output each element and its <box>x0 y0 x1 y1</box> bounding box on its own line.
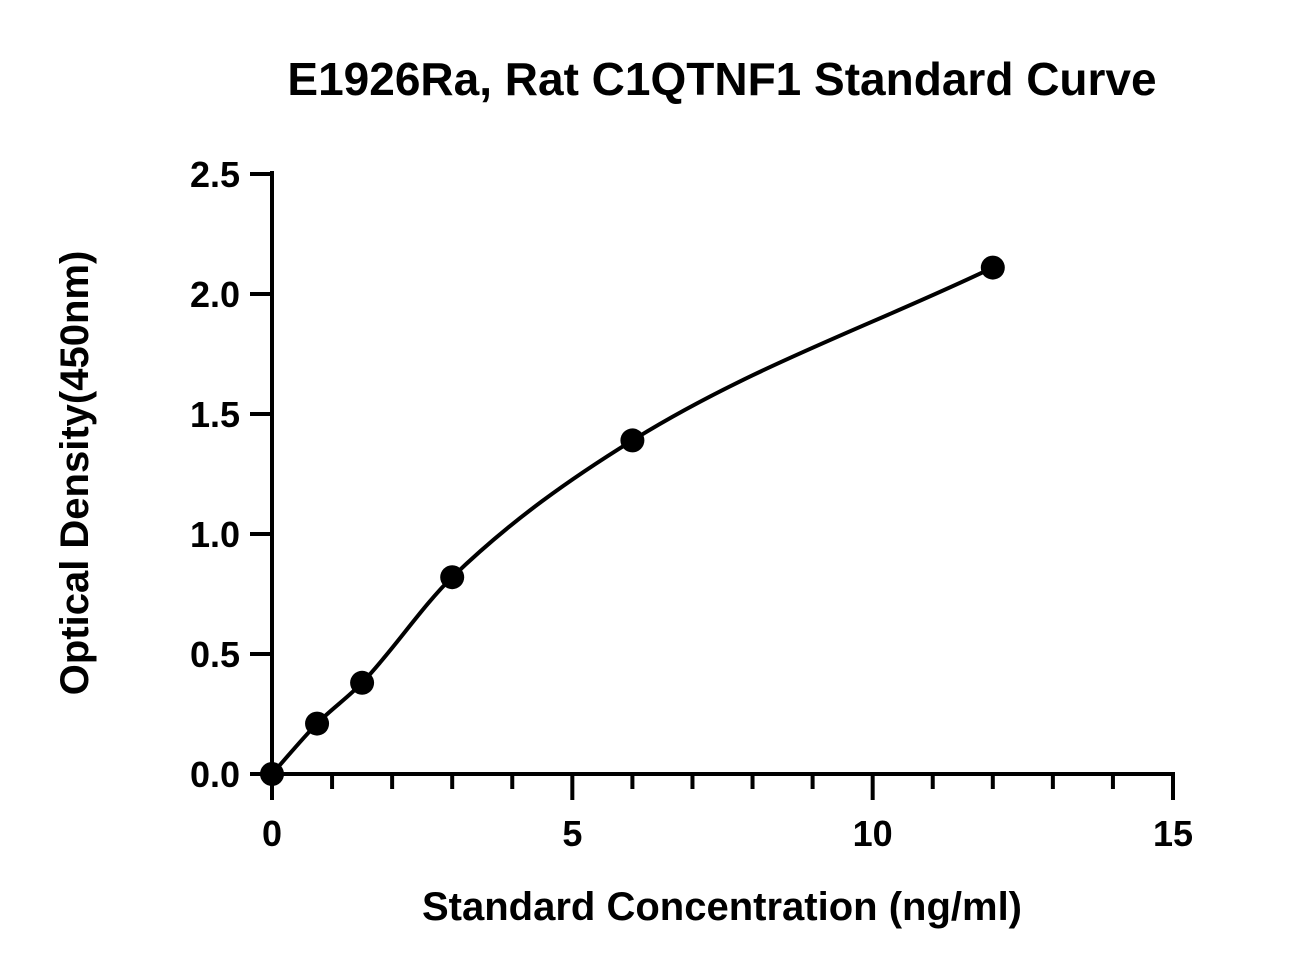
data-points <box>260 255 1005 786</box>
x-tick-label: 5 <box>562 813 582 854</box>
fit-curve <box>270 265 994 776</box>
x-ticks: 0 5 10 15 <box>262 774 1193 854</box>
y-tick-label: 1.0 <box>190 514 240 555</box>
fit-curve-layer <box>270 265 994 776</box>
x-axis-label: Standard Concentration (ng/ml) <box>422 885 1022 929</box>
y-tick-label: 1.5 <box>190 394 240 435</box>
y-tick-label: 2.5 <box>190 154 240 195</box>
data-point <box>980 255 1005 280</box>
data-point <box>620 428 645 453</box>
data-point <box>305 711 330 736</box>
data-point <box>350 670 375 695</box>
chart-title: E1926Ra, Rat C1QTNF1 Standard Curve <box>287 53 1156 105</box>
axes <box>270 171 1175 776</box>
y-tick-label: 2.0 <box>190 274 240 315</box>
x-tick-label: 10 <box>853 813 893 854</box>
y-tick-label: 0.0 <box>190 754 240 795</box>
data-point <box>440 565 465 590</box>
y-ticks: 0.0 0.5 1.0 1.5 2.0 2.5 <box>190 154 272 795</box>
y-tick-label: 0.5 <box>190 634 240 675</box>
y-axis-label: Optical Density(450nm) <box>53 251 97 696</box>
x-tick-label: 0 <box>262 813 282 854</box>
x-tick-label: 15 <box>1153 813 1193 854</box>
data-point <box>260 762 284 786</box>
